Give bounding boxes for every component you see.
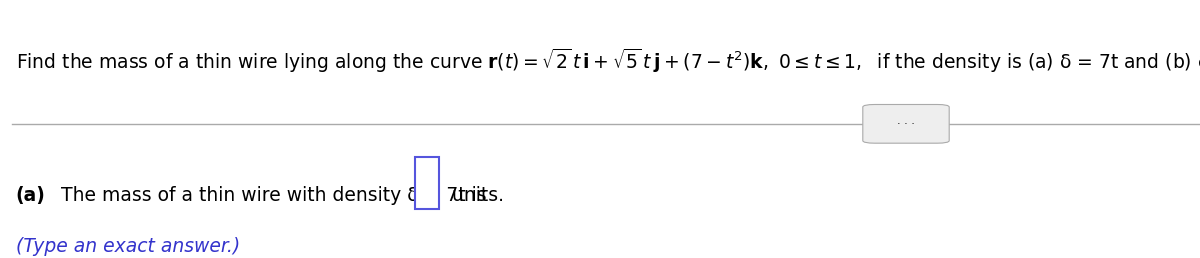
Text: (a): (a) [16, 186, 46, 205]
Text: Find the mass of a thin wire lying along the curve $\mathbf{r}(t) = \sqrt{2}\,t\: Find the mass of a thin wire lying along… [16, 46, 1200, 75]
Text: (Type an exact answer.): (Type an exact answer.) [16, 237, 240, 256]
Text: · · ·: · · · [898, 119, 914, 129]
Text: The mass of a thin wire with density δ = 7t is: The mass of a thin wire with density δ =… [49, 186, 493, 205]
Text: units.: units. [446, 186, 504, 205]
FancyBboxPatch shape [415, 157, 439, 209]
FancyBboxPatch shape [863, 104, 949, 143]
